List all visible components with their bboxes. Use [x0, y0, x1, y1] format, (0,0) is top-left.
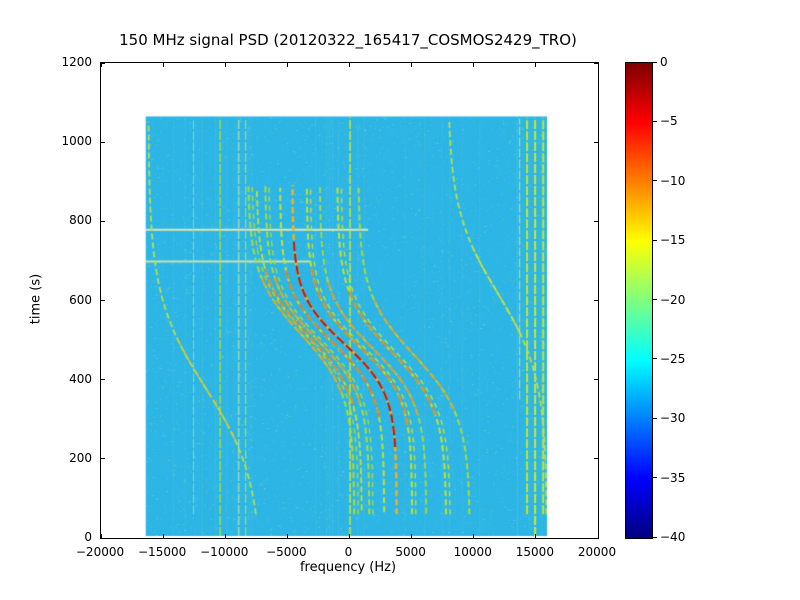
y-tick-label: 1000: [61, 134, 92, 149]
x-tick-label: −10000: [200, 545, 249, 559]
colorbar-tick-mark: [653, 180, 657, 182]
x-tick-label: 15000: [515, 545, 554, 559]
y-tick-label: 600: [69, 292, 92, 307]
colorbar-tick-mark: [653, 477, 657, 479]
x-tick-mark: [535, 534, 537, 538]
colorbar-tick-mark: [653, 536, 657, 538]
x-tick-mark: [411, 63, 413, 67]
x-tick-mark: [535, 63, 537, 67]
colorbar-tick-mark: [653, 120, 657, 122]
x-tick-mark: [597, 63, 599, 67]
x-tick-label: 0: [344, 545, 353, 559]
y-tick-mark: [101, 220, 105, 222]
colorbar-tick-label: 0: [660, 55, 668, 69]
y-tick-mark: [101, 537, 105, 539]
colorbar-tick-label: −30: [660, 411, 686, 426]
x-tick-mark: [224, 63, 226, 67]
colorbar-tick-label: −15: [660, 233, 686, 248]
y-tick-mark: [101, 141, 105, 143]
x-tick-mark: [473, 534, 475, 538]
colorbar-tick-label: −40: [660, 530, 686, 544]
x-tick-mark: [286, 534, 288, 538]
colorbar: [625, 62, 653, 539]
colorbar-tick-label: −10: [660, 173, 686, 188]
y-tick-mark: [594, 537, 598, 539]
y-tick-mark: [101, 300, 105, 301]
y-tick-mark: [594, 300, 598, 301]
x-tick-mark: [597, 534, 599, 538]
x-tick-mark: [349, 534, 350, 538]
y-tick-mark: [101, 458, 105, 460]
chart-title: 150 MHz signal PSD (20120322_165417_COSM…: [119, 31, 577, 49]
colorbar-tick-mark: [653, 358, 657, 360]
x-tick-label: 10000: [453, 545, 492, 559]
x-tick-mark: [100, 534, 102, 538]
y-tick-label: 400: [69, 371, 92, 386]
x-tick-mark: [411, 534, 413, 538]
colorbar-tick-mark: [653, 299, 657, 300]
colorbar-tick-mark: [653, 239, 657, 241]
x-axis-label: frequency (Hz): [299, 560, 397, 575]
colorbar-tick-mark: [653, 417, 657, 419]
colorbar-tick-label: −35: [660, 470, 686, 485]
y-tick-label: 800: [69, 213, 92, 228]
x-tick-label: −15000: [138, 545, 187, 559]
y-tick-label: 200: [69, 450, 92, 465]
colorbar-tick-label: −20: [660, 292, 686, 307]
y-tick-mark: [594, 458, 598, 460]
psd-heatmap-canvas: [101, 63, 598, 538]
colorbar-tick-label: −25: [660, 351, 686, 366]
x-tick-mark: [286, 63, 288, 67]
y-tick-label: 0: [84, 530, 92, 544]
x-tick-mark: [162, 534, 164, 538]
y-tick-mark: [594, 220, 598, 222]
x-tick-mark: [349, 63, 350, 67]
y-tick-mark: [594, 379, 598, 381]
x-tick-mark: [473, 63, 475, 67]
y-tick-mark: [594, 62, 598, 64]
x-tick-label: 20000: [577, 545, 617, 559]
y-tick-mark: [594, 141, 598, 143]
x-tick-mark: [162, 63, 164, 67]
y-tick-mark: [101, 379, 105, 381]
x-tick-label: 5000: [395, 545, 426, 559]
x-tick-label: −5000: [266, 545, 307, 559]
x-tick-mark: [224, 534, 226, 538]
colorbar-tick-mark: [653, 61, 657, 63]
y-tick-mark: [101, 62, 105, 64]
x-tick-label: −20000: [75, 545, 125, 559]
x-tick-mark: [100, 63, 102, 67]
colorbar-tick-label: −5: [660, 114, 678, 129]
y-tick-label: 1200: [61, 55, 92, 69]
axes: [100, 62, 599, 539]
